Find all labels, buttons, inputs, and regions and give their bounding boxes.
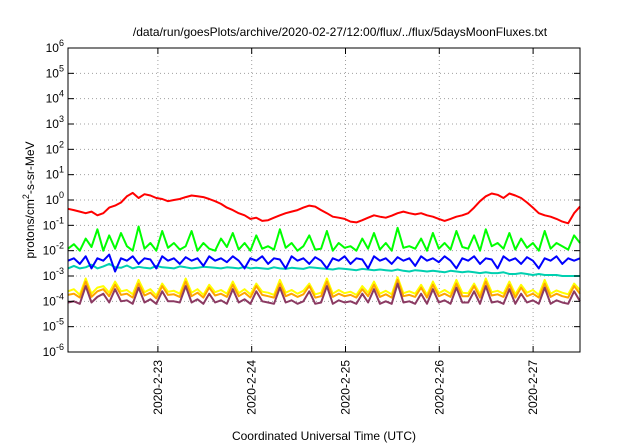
y-tick-base: 10 (46, 92, 60, 106)
series-line-2 (67, 225, 581, 252)
y-axis-label-sup: 2 (21, 194, 31, 199)
y-tick-base: 10 (43, 320, 57, 334)
x-tick-labels: 2020-2-23 2020-2-24 2020-2-25 2020-2-26 2020… (151, 360, 540, 415)
series-line-6 (67, 278, 581, 300)
y-tick-label: 103 (46, 114, 64, 131)
y-tick-base: 10 (46, 41, 60, 55)
series-layer (67, 191, 581, 305)
y-tick-label: 102 (46, 139, 64, 156)
y-tick-exponent: -6 (56, 342, 64, 352)
y-tick-base: 10 (43, 218, 57, 232)
x-tick-label: 2020-2-24 (245, 360, 259, 415)
y-tick-label: 10-4 (43, 291, 64, 308)
y-tick-base: 10 (43, 345, 57, 359)
y-tick-exponent: -1 (56, 215, 64, 225)
y-tick-exponent: 1 (59, 165, 64, 175)
series-line-7 (67, 282, 581, 305)
series-line-4 (67, 253, 581, 273)
y-axis-label: protons/cm2-s-sr-MeV (21, 141, 37, 258)
y-tick-exponent: 6 (59, 38, 64, 48)
y-tick-base: 10 (43, 294, 57, 308)
y-tick-exponent: 2 (59, 139, 64, 149)
y-tick-label: 101 (46, 165, 64, 182)
x-tick-label: 2020-2-27 (526, 360, 540, 415)
y-tick-label: 10-3 (43, 266, 64, 283)
axis-ticks (68, 47, 580, 353)
y-tick-base: 10 (46, 142, 60, 156)
y-tick-label: 10-5 (43, 317, 64, 334)
chart-title: /data/run/goesPlots/archive/2020-02-27/1… (133, 25, 548, 39)
series-line-1 (67, 191, 581, 225)
y-tick-base: 10 (46, 168, 60, 182)
y-tick-label: 10-6 (43, 342, 64, 359)
y-tick-labels: 10-610-510-410-310-210-11001011021031041… (43, 38, 64, 359)
y-tick-label: 10-2 (43, 241, 64, 258)
y-tick-exponent: -4 (56, 291, 64, 301)
y-tick-exponent: 3 (59, 114, 64, 124)
y-tick-label: 104 (46, 89, 64, 106)
y-tick-exponent: -3 (56, 266, 64, 276)
series-line-5 (67, 276, 581, 297)
y-tick-base: 10 (46, 117, 60, 131)
y-tick-exponent: 0 (59, 190, 64, 200)
y-tick-exponent: 4 (59, 89, 64, 99)
x-tick-label: 2020-2-25 (338, 360, 352, 415)
y-tick-label: 105 (46, 63, 64, 80)
y-tick-base: 10 (43, 269, 57, 283)
grid (68, 48, 580, 352)
y-axis-label-base: protons/cm (23, 199, 37, 258)
y-tick-exponent: -5 (56, 317, 64, 327)
x-tick-label: 2020-2-26 (432, 360, 446, 415)
y-tick-base: 10 (46, 66, 60, 80)
y-tick-exponent: -2 (56, 241, 64, 251)
y-tick-label: 100 (46, 190, 64, 207)
series-line-3 (67, 262, 580, 277)
y-tick-label: 10-1 (43, 215, 64, 232)
y-tick-label: 106 (46, 38, 64, 55)
x-axis-label: Coordinated Universal Time (UTC) (232, 429, 416, 443)
y-axis-label-rest: -s-sr-MeV (23, 141, 37, 194)
y-tick-base: 10 (43, 244, 57, 258)
y-tick-base: 10 (46, 193, 60, 207)
y-tick-exponent: 5 (59, 63, 64, 73)
x-tick-label: 2020-2-23 (151, 360, 165, 415)
